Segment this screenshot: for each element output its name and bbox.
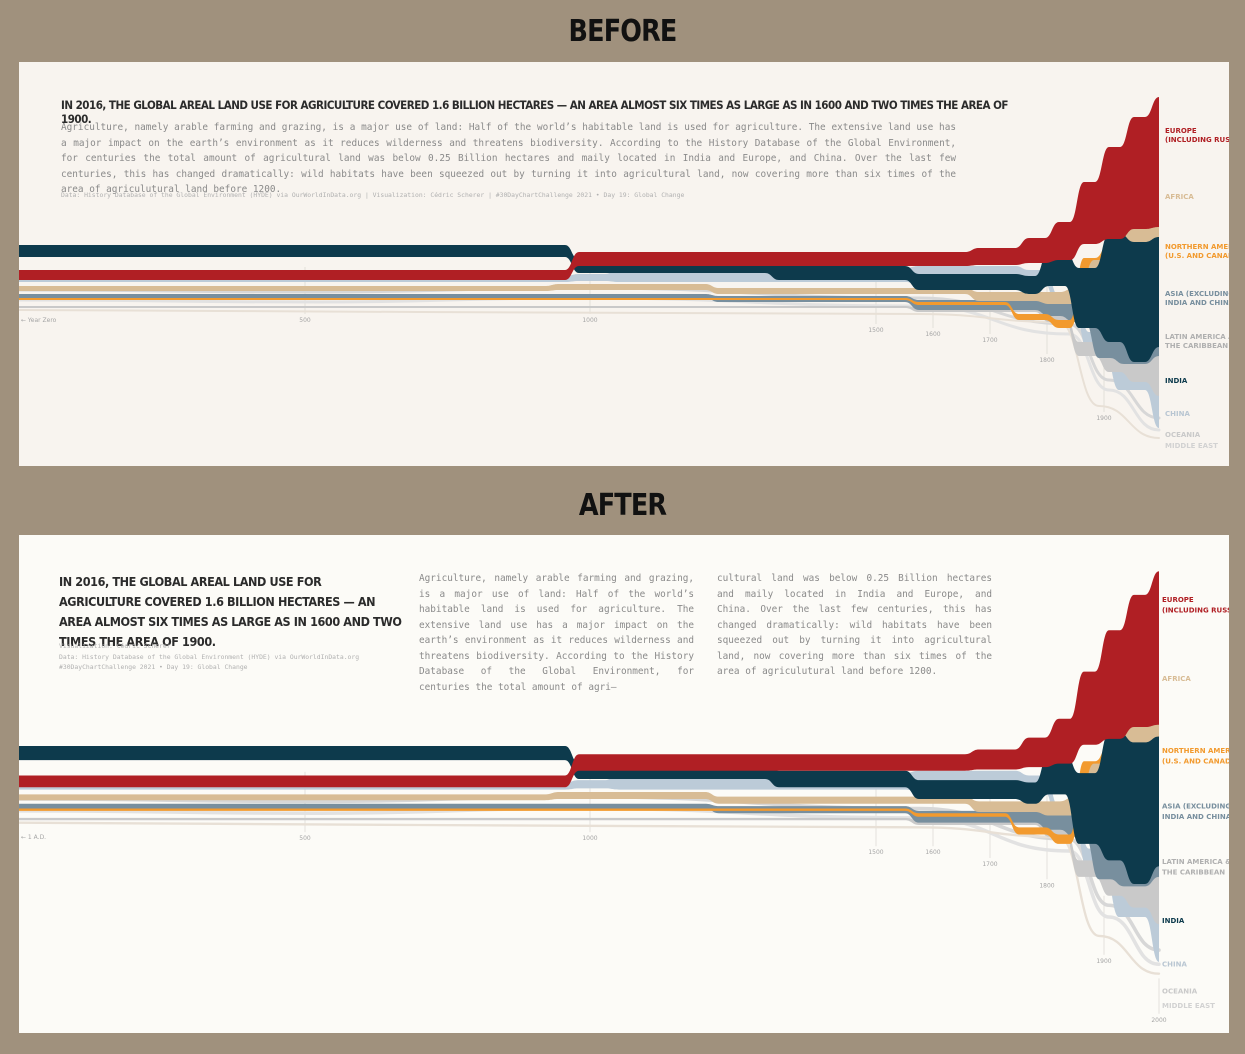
legend-item: AFRICA [1162,675,1191,683]
after-credit: Visualization: Cédric Scherer Data: Hist… [59,641,404,673]
legend-item: INDIA [1165,377,1188,385]
legend-item: AFRICA [1165,193,1194,201]
tick-label: 1800 [1039,882,1054,889]
legend-item: LATIN AMERICA ANDTHE CARIBBEAN [1165,333,1229,350]
before-title: In 2016, the global areal land use for a… [61,98,1008,126]
after-title: In 2016, the global areal land use for a… [59,574,402,649]
after-label: AFTER [578,488,667,523]
tick-label: 1600 [925,849,940,856]
after-panel: In 2016, the global areal land use for a… [19,535,1229,1033]
after-credit-line-3: #30DayChartChallenge 2021 • Day 19: Glob… [59,663,248,671]
northern-america-band [19,224,1159,328]
tick-label: 1800 [1039,357,1054,364]
legend-item: INDIA [1162,917,1185,925]
before-body: Agriculture, namely arable farming and g… [61,122,956,195]
india-band [19,732,1159,884]
legend-item: OCEANIA [1165,431,1201,439]
after-credit-line-1: Visualization: Cédric Scherer [59,642,171,650]
middle-east-band [19,806,1161,967]
middle-east-band [19,296,1161,432]
minor-band [19,821,1161,975]
after-streamgraph: 500 1000 1500 1600 1700 1800 1900 2000 ← 1 A.D. E… [19,571,1229,1024]
before-label: BEFORE [568,14,678,49]
tick-label: 2000 [1151,1017,1166,1024]
europe-band [19,571,1159,788]
tick-label: 1600 [925,331,940,338]
tick-label: 1700 [982,337,997,344]
before-streamgraph: 500 1000 1500 1600 1700 1800 1900 ← Year Zero EU… [19,97,1229,450]
legend-item: LATIN AMERICA & THE CARIBBEAN [1162,858,1229,877]
legend-item: OCEANIA [1162,988,1198,996]
x-start-label: ← Year Zero [21,317,57,324]
after-body-col1: Agriculture, namely arable farming and g… [419,573,694,693]
tick-label: 1000 [582,835,597,842]
tick-label: 1900 [1096,958,1111,965]
tick-label: 1700 [982,861,997,868]
legend-item: EUROPE(INCLUDING RUSSIA) [1165,127,1229,144]
tick-label: 500 [299,835,311,842]
minor-band [19,309,1160,439]
latin-america-band [19,817,1159,925]
legend-item: MIDDLE EAST [1165,442,1218,450]
after-credit-line-2: Data: History Database of the Global Env… [59,652,360,661]
tick-label: 1900 [1096,415,1111,422]
after-body-col2: cultural land was below 0.25 Billion hec… [717,573,992,677]
northern-america-band [19,721,1159,844]
tick-label: 500 [299,317,311,324]
legend-item: CHINA [1165,410,1190,418]
before-credit: Data: History Database of the Global Env… [61,191,685,199]
europe-band [19,97,1159,280]
tick-label: 1500 [868,849,883,856]
tick-label: 1000 [582,317,597,324]
legend-item: EUROPE(INCLUDING RUSSIA) [1162,596,1229,615]
before-panel: In 2016, the global areal land use for a… [19,62,1229,466]
tick-label: 1500 [868,327,883,334]
x-start-label: ← 1 A.D. [21,834,46,841]
legend-item: CHINA [1162,961,1187,969]
legend-item: MIDDLE EAST [1162,1002,1215,1010]
